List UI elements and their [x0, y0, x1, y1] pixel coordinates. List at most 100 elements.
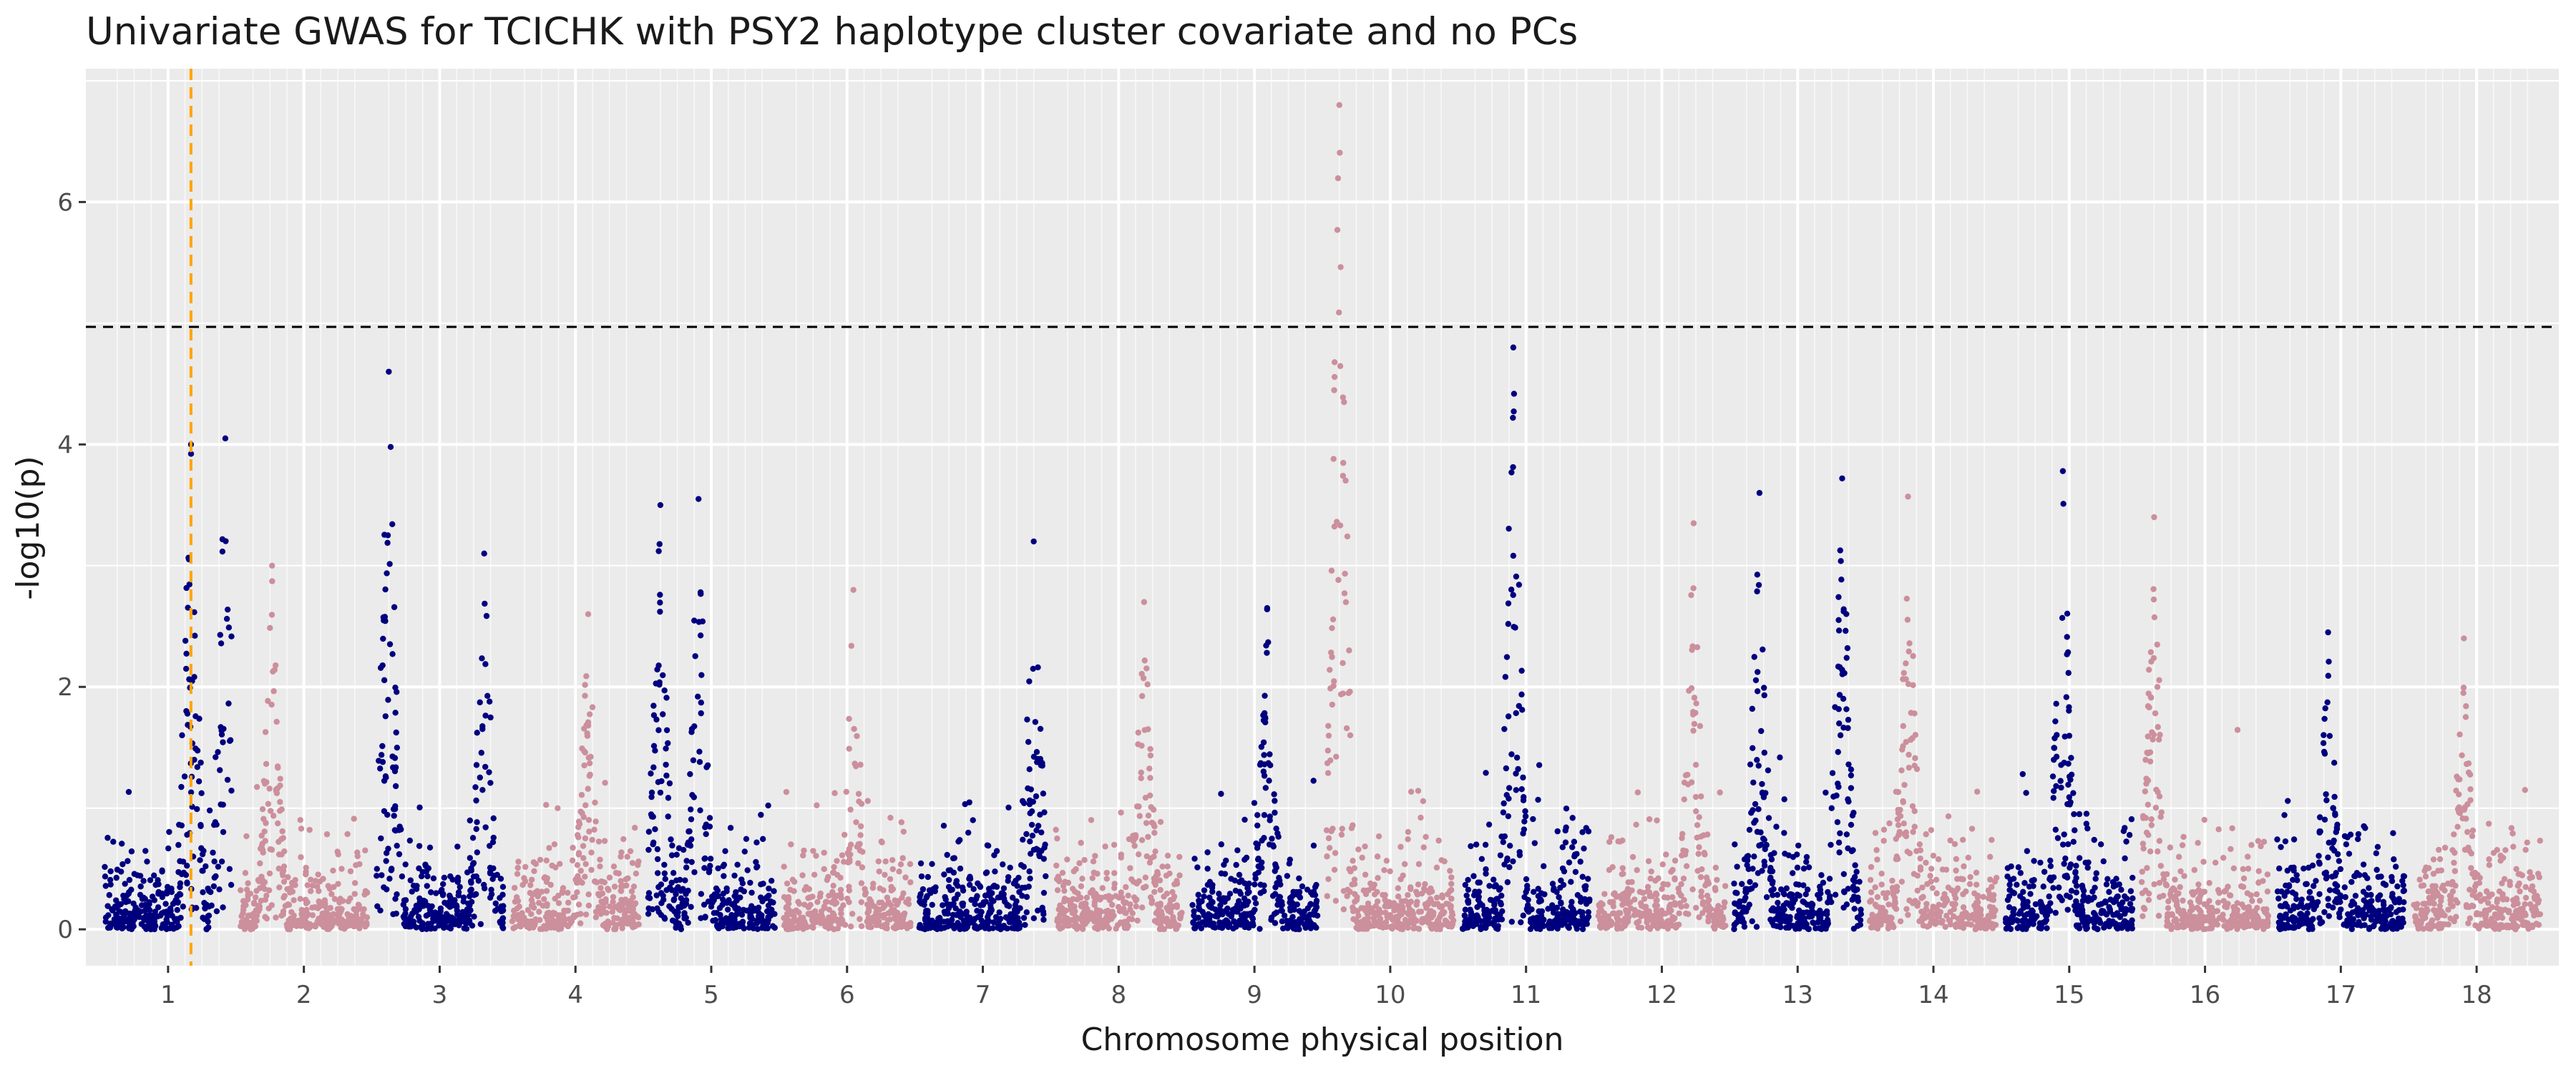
snp-point: [852, 763, 859, 770]
snp-point: [213, 821, 220, 828]
snp-point: [1262, 692, 1268, 699]
snp-point: [384, 539, 391, 547]
snp-point: [1951, 841, 1958, 848]
snp-point: [755, 904, 762, 911]
snp-point: [1244, 890, 1251, 896]
snp-point: [1007, 864, 1013, 871]
snp-point: [1022, 884, 1028, 891]
snp-point: [1092, 891, 1099, 897]
snp-point: [1143, 853, 1150, 860]
snp-point: [452, 897, 458, 903]
snp-point: [262, 838, 268, 844]
snp-point: [1111, 870, 1118, 876]
snp-point: [1078, 840, 1084, 846]
snp-point: [1910, 828, 1916, 836]
snp-point: [703, 821, 710, 828]
snp-point: [277, 782, 283, 789]
snp-point: [1189, 901, 1196, 908]
snp-point: [486, 698, 493, 705]
snp-point: [965, 918, 971, 924]
snp-point: [1102, 843, 1108, 850]
snp-point: [1241, 895, 1248, 902]
snp-point: [955, 883, 961, 889]
snp-point: [942, 893, 948, 901]
snp-point: [990, 898, 997, 904]
snp-point: [989, 890, 995, 896]
snp-point: [1157, 818, 1164, 825]
snp-point: [457, 883, 463, 891]
snp-point: [1889, 877, 1896, 884]
snp-point: [1980, 893, 1986, 901]
snp-point: [1990, 896, 1997, 903]
snp-point: [1310, 778, 1317, 784]
snp-point: [1218, 790, 1224, 797]
snp-point: [771, 888, 777, 894]
snp-point: [255, 878, 263, 885]
snp-point: [838, 906, 844, 913]
snp-point: [1771, 850, 1777, 856]
snp-point: [1236, 871, 1243, 878]
snp-point: [514, 864, 521, 871]
snp-point: [857, 832, 864, 838]
snp-point: [1237, 891, 1244, 897]
snp-point: [164, 913, 171, 919]
snp-point: [137, 883, 144, 890]
snp-point: [1583, 825, 1589, 831]
snp-point: [726, 897, 732, 903]
snp-point: [799, 872, 806, 878]
snp-point: [1418, 908, 1425, 915]
snp-point: [924, 873, 932, 881]
snp-point: [386, 876, 393, 882]
snp-point: [1685, 911, 1692, 918]
snp-point: [945, 923, 951, 930]
snp-point: [1355, 913, 1362, 919]
snp-point: [224, 776, 231, 783]
snp-point: [1838, 558, 1844, 564]
snp-point: [184, 863, 190, 869]
snp-point: [425, 865, 432, 872]
snp-point: [940, 918, 947, 925]
snp-point: [1828, 805, 1835, 812]
snp-point: [543, 878, 550, 886]
snp-point: [1631, 912, 1637, 918]
snp-point: [1362, 891, 1370, 898]
snp-point: [1425, 918, 1432, 926]
snp-point: [155, 877, 161, 883]
snp-point: [243, 886, 250, 893]
snp-point: [1817, 907, 1823, 914]
snp-point: [1346, 866, 1352, 873]
snp-point: [168, 888, 175, 896]
snp-point: [1840, 904, 1847, 911]
snp-point: [1259, 864, 1265, 871]
snp-point: [381, 617, 387, 624]
snp-point: [1629, 887, 1635, 893]
snp-point: [1269, 842, 1277, 848]
snp-point: [918, 873, 925, 880]
snp-point: [650, 743, 658, 750]
snp-point: [1231, 919, 1239, 926]
snp-point: [1495, 923, 1501, 929]
snp-point: [630, 906, 636, 913]
snp-point: [1835, 780, 1841, 787]
snp-point: [1830, 793, 1837, 800]
snp-point: [1463, 918, 1469, 926]
snp-point: [1481, 911, 1488, 918]
snp-point: [610, 863, 618, 870]
snp-point: [561, 907, 567, 914]
snp-point: [1503, 765, 1510, 772]
snp-point: [1711, 918, 1718, 926]
snp-point: [316, 898, 322, 905]
snp-point: [484, 692, 491, 700]
snp-point: [1654, 817, 1660, 824]
snp-point: [161, 922, 168, 929]
snp-point: [1241, 880, 1248, 887]
snp-point: [2056, 884, 2062, 891]
snp-point: [719, 896, 726, 903]
snp-point: [1906, 764, 1913, 771]
snp-point: [1191, 856, 1198, 862]
snp-point: [1355, 926, 1362, 933]
snp-point: [1920, 922, 1927, 929]
snp-point: [1868, 897, 1875, 903]
snp-point: [657, 599, 663, 606]
snp-point: [675, 845, 683, 851]
